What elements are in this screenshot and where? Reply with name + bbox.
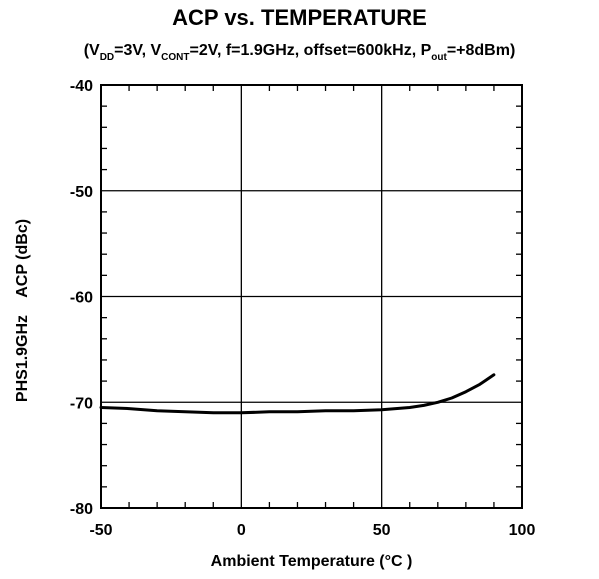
x-tick-label: 0 <box>237 522 246 539</box>
grid-lines <box>101 85 522 508</box>
plot-frame <box>100 84 523 509</box>
subtitle-sub-cont: CONT <box>161 52 190 63</box>
subtitle-sub-out: out <box>431 52 447 63</box>
chart-title: ACP vs. TEMPERATURE <box>172 5 427 30</box>
acp-curve <box>99 373 496 415</box>
y-tick-label: -50 <box>70 184 93 201</box>
subtitle-sub-dd: DD <box>99 52 115 63</box>
x-tick-label: 50 <box>373 522 391 539</box>
y-tick-label: -80 <box>70 501 93 518</box>
chart-subtitle: (VDD=3V, VCONT=2V, f=1.9GHz, offset=600k… <box>0 42 599 63</box>
subtitle-part-2: =3V, V <box>114 42 162 59</box>
y-tick-label: -40 <box>70 78 93 95</box>
subtitle-part-4: =+8dBm) <box>446 42 516 59</box>
x-tick-label: -50 <box>89 522 112 539</box>
y-tick-label: -60 <box>70 290 93 307</box>
x-axis-label: Ambient Temperature (°C ) <box>211 553 413 570</box>
subtitle-part-3: =2V, f=1.9GHz, offset=600kHz, P <box>189 42 432 59</box>
y-tick-label: -70 <box>70 395 93 412</box>
series-layer <box>99 373 496 415</box>
y-tick-labels: -80 -70 -60 -50 -40 <box>70 78 93 518</box>
x-tick-label: 100 <box>509 522 536 539</box>
x-tick-labels: -50 0 50 100 <box>89 522 535 539</box>
subtitle-part-1: (V <box>83 42 100 59</box>
y-axis-label: PHS1.9GHz ACP (dBc) <box>14 219 31 402</box>
